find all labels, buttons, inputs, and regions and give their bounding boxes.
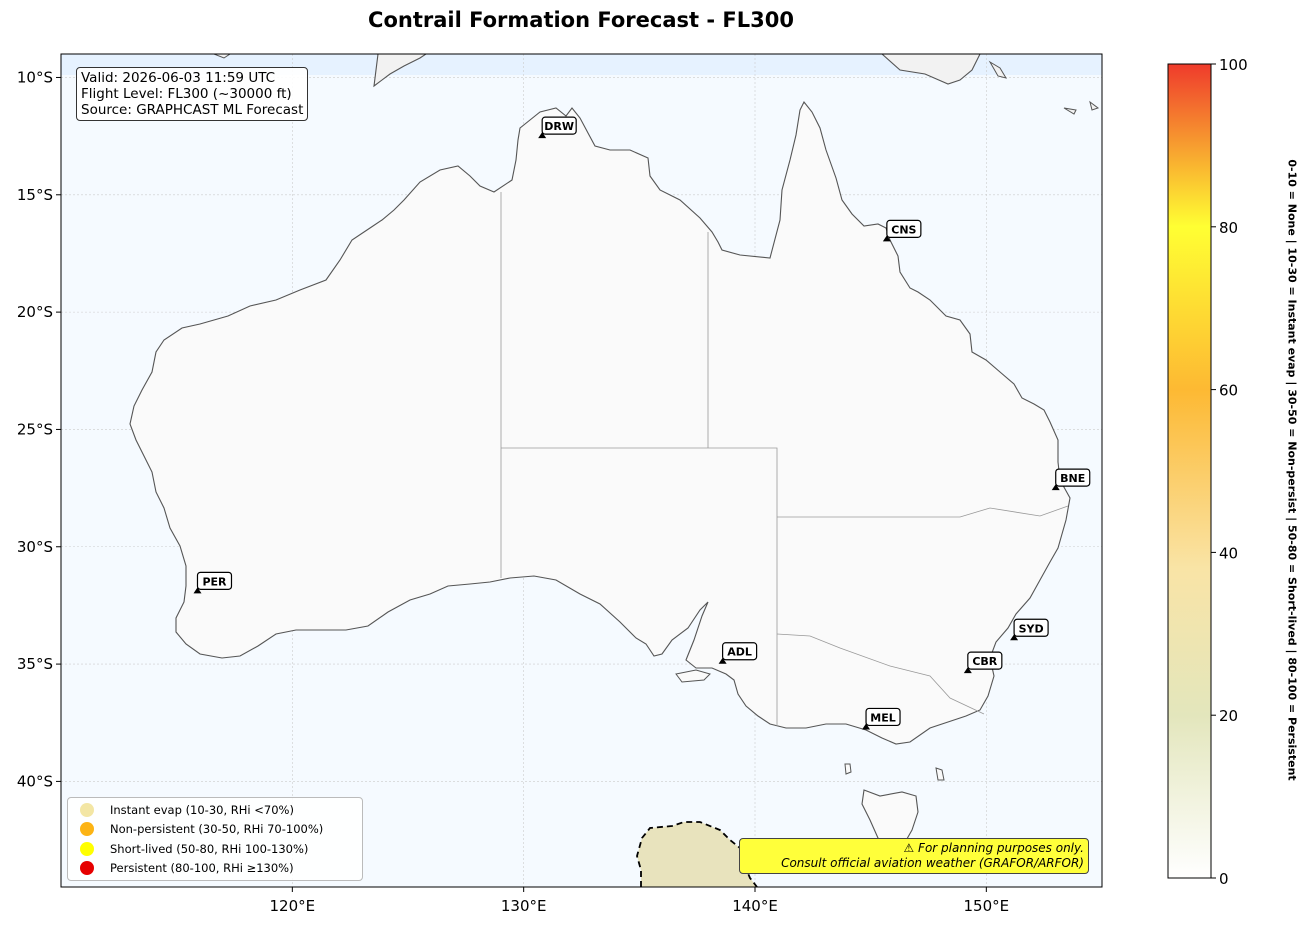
airport-cbr[interactable]: CBR <box>963 651 1003 674</box>
colorbar-side-text: 0-10 = None | 10-30 = Instant evap | 30-… <box>1285 159 1299 781</box>
y-tick-label: 15°S <box>17 186 53 204</box>
island-northeast <box>988 60 1008 79</box>
x-tick-label: 150°E <box>964 897 1010 915</box>
airport-code: BNE <box>1060 472 1085 485</box>
new-guinea-coast <box>881 54 981 85</box>
airport-code: PER <box>202 575 227 588</box>
planning-warning: ⚠ For planning purposes only. Consult of… <box>739 838 1089 874</box>
airport-label-box <box>886 219 922 238</box>
map-title: Contrail Formation Forecast - FL300 <box>368 8 794 32</box>
airport-marker-icon <box>1010 634 1019 641</box>
legend-label: Persistent (80-100, RHi ≥130%) <box>110 861 294 876</box>
legend-label: Instant evap (10-30, RHi <70%) <box>110 802 294 817</box>
airport-code: SYD <box>1019 622 1044 635</box>
airport-marker-icon <box>882 235 891 242</box>
y-tick-label: 10°S <box>17 68 53 86</box>
forecast-info-box: Valid: 2026-06-03 11:59 UTC Flight Level… <box>76 67 309 121</box>
legend-item: Instant evap (10-30, RHi <70%) <box>68 800 362 820</box>
airport-syd[interactable]: SYD <box>1010 618 1049 641</box>
state-borders <box>500 192 1069 726</box>
legend-item: Non-persistent (30-50, RHi 70-100%) <box>68 820 362 840</box>
legend-dot-icon <box>80 802 94 817</box>
australia-mainland <box>129 100 1071 745</box>
y-tick-label: 20°S <box>17 303 53 321</box>
colorbar-tick-label: 40 <box>1219 544 1238 562</box>
airport-marker-icon <box>1051 484 1060 491</box>
airport-bne[interactable]: BNE <box>1051 468 1091 491</box>
x-tick-label: 130°E <box>501 897 547 915</box>
airport-label-box <box>1055 468 1091 487</box>
colorbar-tick-label: 60 <box>1219 382 1238 400</box>
airport-cns[interactable]: CNS <box>882 219 922 242</box>
x-tick-label: 140°E <box>732 897 778 915</box>
warning-line-2: Consult official aviation weather (GRAFO… <box>781 856 1084 870</box>
colorbar-gradient <box>1167 63 1212 879</box>
warning-line-1: ⚠ For planning purposes only. <box>903 841 1084 855</box>
timor-coast <box>373 54 427 88</box>
island-north <box>213 54 231 59</box>
island-east <box>1063 107 1077 115</box>
airport-code: MEL <box>870 711 895 724</box>
forecast-source: Source: GRAPHCAST ML Forecast <box>81 102 304 118</box>
airport-label-box <box>967 651 1003 670</box>
airport-marker-icon <box>718 657 727 664</box>
airport-per[interactable]: PER <box>193 571 233 594</box>
map-frame <box>60 53 1103 888</box>
legend-item: Short-lived (50-80, RHi 100-130%) <box>68 839 362 859</box>
tasmania <box>861 789 919 849</box>
airport-label-box <box>196 571 233 590</box>
airport-label-box <box>865 707 901 727</box>
airport-code: CNS <box>891 223 916 236</box>
flinders-island <box>935 767 945 781</box>
king-island <box>844 763 852 775</box>
legend-dot-icon <box>80 861 94 876</box>
airport-code: ADL <box>727 646 752 659</box>
island-east-2 <box>1089 100 1100 111</box>
airport-marker-icon <box>538 132 547 139</box>
colorbar-tick-label: 0 <box>1219 870 1229 888</box>
valid-time: Valid: 2026-06-03 11:59 UTC <box>81 70 276 86</box>
airport-adl[interactable]: ADL <box>718 642 758 664</box>
airport-mel[interactable]: MEL <box>862 707 901 730</box>
flight-level: Flight Level: FL300 (~30000 ft) <box>81 86 292 102</box>
airport-label-box <box>1013 618 1049 637</box>
legend-label: Non-persistent (30-50, RHi 70-100%) <box>110 822 324 837</box>
colorbar-ticks: 0 20 40 60 80 100 <box>1211 56 1248 888</box>
airport-code: CBR <box>972 655 997 668</box>
legend-dot-icon <box>80 822 94 837</box>
airport-label-box <box>722 642 758 661</box>
airport-drw[interactable]: DRW <box>538 116 577 139</box>
airport-marker-icon <box>193 587 202 594</box>
legend-item: Persistent (80-100, RHi ≥130%) <box>68 859 362 879</box>
airport-code: DRW <box>544 120 574 133</box>
map-axis-ticks: 120°E 130°E 140°E 150°E 10°S 15°S 20°S 25°S 30°S… <box>17 68 1009 915</box>
y-tick-label: 30°S <box>17 538 53 556</box>
legend-label: Short-lived (50-80, RHi 100-130%) <box>110 841 309 856</box>
forecast-band-north <box>61 54 1102 75</box>
x-tick-label: 120°E <box>270 897 316 915</box>
y-tick-label: 35°S <box>17 655 53 673</box>
colorbar-tick-label: 100 <box>1219 56 1248 74</box>
instant-evap-region <box>636 821 758 887</box>
colorbar-tick-label: 20 <box>1219 707 1238 725</box>
kangaroo-island <box>675 669 711 683</box>
airport-marker-icon <box>862 723 871 730</box>
y-tick-label: 40°S <box>17 772 53 790</box>
map-legend: Instant evap (10-30, RHi <70%) Non-persis… <box>67 797 363 881</box>
colorbar-tick-label: 80 <box>1219 219 1238 237</box>
y-tick-label: 25°S <box>17 420 53 438</box>
airport-label-box <box>541 116 577 135</box>
airport-marker-icon <box>963 667 972 674</box>
colorbar-category-label: 0-10 = None | 10-30 = Instant evap | 30-… <box>1279 55 1304 885</box>
airport-markers: DRW CNS BNE PER ADL SYD CBR MEL <box>193 116 1091 730</box>
legend-dot-icon <box>80 841 94 856</box>
